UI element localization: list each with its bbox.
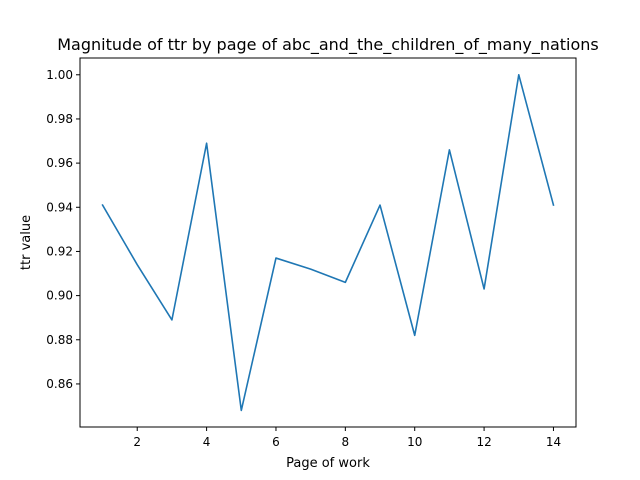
y-tick-label: 0.86 xyxy=(46,377,73,391)
x-axis-ticks: 2 4 6 8 10 12 14 xyxy=(133,427,561,449)
plot-frame xyxy=(79,57,577,428)
chart-title: Magnitude of ttr by page of abc_and_the_… xyxy=(57,35,599,55)
series-line xyxy=(101,73,555,412)
series-layer xyxy=(101,73,555,412)
plot-area: 2 4 6 8 10 12 14 0.86 0.88 0.90 0.92 0.94 0.96 0.98 1… xyxy=(46,57,577,449)
y-axis-label: ttr value xyxy=(19,215,34,270)
y-tick-label: 0.88 xyxy=(46,333,73,347)
x-tick-label: 2 xyxy=(133,435,141,449)
y-axis-ticks: 0.86 0.88 0.90 0.92 0.94 0.96 0.98 1.00 xyxy=(46,68,80,391)
x-tick-label: 10 xyxy=(407,435,422,449)
x-tick-label: 12 xyxy=(476,435,491,449)
x-tick-label: 14 xyxy=(546,435,561,449)
y-tick-label: 0.90 xyxy=(46,289,73,303)
x-tick-label: 4 xyxy=(203,435,211,449)
y-tick-label: 0.96 xyxy=(46,156,73,170)
y-tick-label: 1.00 xyxy=(46,68,73,82)
x-axis-label: Page of work xyxy=(286,456,370,471)
y-tick-label: 0.98 xyxy=(46,112,73,126)
y-tick-label: 0.92 xyxy=(46,244,73,258)
x-tick-label: 6 xyxy=(272,435,280,449)
y-tick-label: 0.94 xyxy=(46,200,73,214)
x-tick-label: 8 xyxy=(342,435,350,449)
